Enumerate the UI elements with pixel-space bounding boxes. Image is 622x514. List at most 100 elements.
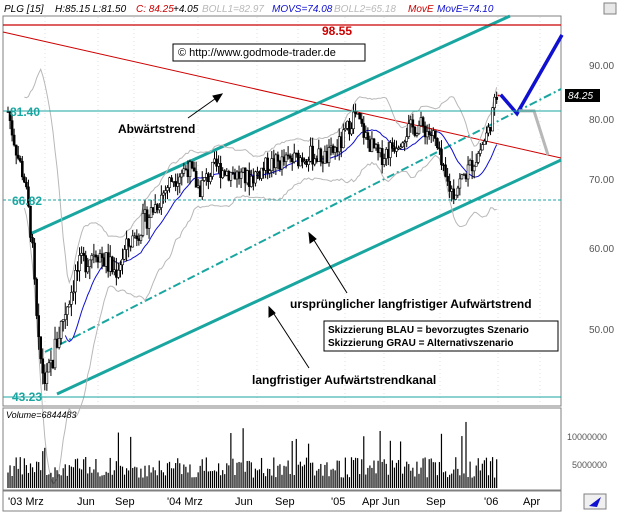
price-tick-80: 80.00 bbox=[589, 115, 614, 126]
candle-body bbox=[403, 141, 406, 144]
candle-body bbox=[200, 180, 204, 198]
candle-body bbox=[241, 167, 245, 173]
candle-body bbox=[348, 120, 351, 135]
candle-body bbox=[362, 123, 366, 138]
candle-body bbox=[370, 138, 374, 152]
window-toggle-icon[interactable] bbox=[603, 2, 617, 15]
candle-body bbox=[294, 152, 298, 155]
candle-body bbox=[333, 147, 337, 153]
candle-body bbox=[80, 252, 83, 256]
candle-body bbox=[448, 180, 451, 192]
candle-body bbox=[29, 205, 32, 238]
candle-body bbox=[380, 148, 384, 165]
candle-body bbox=[299, 157, 302, 167]
scenario-lines bbox=[497, 34, 564, 156]
candle-body bbox=[166, 187, 169, 191]
price-candles bbox=[6, 91, 498, 391]
candle-body bbox=[147, 217, 151, 229]
x-label-sep-05: Sep bbox=[426, 496, 446, 508]
candle-body bbox=[250, 175, 253, 187]
nav-arrow-icon[interactable] bbox=[583, 493, 607, 510]
candle-body bbox=[45, 371, 49, 384]
candle-body bbox=[121, 258, 124, 266]
candle-body bbox=[419, 117, 423, 126]
candle-body bbox=[43, 372, 47, 384]
candle-body bbox=[297, 152, 300, 167]
x-label-05: '05 bbox=[331, 496, 345, 508]
x-label-04-mrz: '04 Mrz bbox=[167, 496, 203, 508]
candle-body bbox=[372, 138, 376, 149]
candle-body bbox=[137, 238, 141, 241]
candle-body bbox=[162, 192, 165, 196]
candle-body bbox=[413, 126, 417, 136]
candle-body bbox=[276, 154, 280, 162]
candle-body bbox=[76, 270, 79, 272]
candle-body bbox=[113, 269, 116, 273]
candle-body bbox=[172, 181, 175, 183]
candle-body bbox=[25, 181, 28, 188]
header-symbol: PLG [15] bbox=[4, 4, 44, 15]
candle-body bbox=[479, 149, 482, 154]
candle-body bbox=[462, 174, 466, 176]
candle-body bbox=[489, 126, 492, 132]
candle-body bbox=[266, 157, 269, 174]
candle-body bbox=[16, 154, 20, 159]
candle-body bbox=[311, 145, 314, 165]
candle-body bbox=[411, 119, 415, 128]
candle-body bbox=[252, 175, 255, 184]
candle-body bbox=[184, 168, 188, 171]
candle-body bbox=[431, 130, 435, 136]
candle-body bbox=[464, 174, 468, 180]
x-label-jun-04: Jun bbox=[235, 496, 253, 508]
candle-body bbox=[61, 319, 65, 322]
candle-body bbox=[245, 170, 249, 184]
candle-body bbox=[21, 160, 24, 178]
candle-body bbox=[63, 314, 67, 320]
bollinger-lower bbox=[23, 154, 497, 486]
candle-body bbox=[315, 158, 319, 162]
candle-body bbox=[360, 118, 364, 124]
scenario-legend-gray: Skizzierung GRAU = Alternativszenario bbox=[328, 338, 514, 349]
candle-body bbox=[151, 207, 155, 213]
x-label-03-mrz: '03 Mrz bbox=[8, 496, 44, 508]
header-change: +4.05 bbox=[173, 4, 199, 15]
channel-lower-line bbox=[56, 158, 562, 396]
candle-body bbox=[272, 158, 276, 169]
level-label-middle: 66.82 bbox=[12, 194, 42, 208]
volume-label: Volume=6844483 bbox=[6, 410, 76, 420]
candle-body bbox=[342, 129, 345, 148]
candle-body bbox=[346, 120, 349, 129]
candle-body bbox=[485, 132, 488, 142]
x-label-sep-03: Sep bbox=[115, 496, 135, 508]
candle-body bbox=[133, 235, 137, 238]
candle-body bbox=[237, 171, 241, 179]
candle-body bbox=[186, 169, 190, 178]
candle-body bbox=[423, 125, 427, 138]
candle-body bbox=[72, 291, 75, 294]
candle-body bbox=[436, 138, 439, 149]
candle-body bbox=[292, 152, 296, 163]
candle-body bbox=[254, 171, 257, 184]
candle-body bbox=[108, 256, 112, 272]
candle-body bbox=[33, 242, 36, 280]
scenario-legend-blue: Skizzierung BLAU = bevorzugtes Szenario bbox=[328, 325, 529, 336]
candle-body bbox=[339, 136, 343, 148]
candle-body bbox=[41, 358, 45, 374]
x-label-jun-03: Jun bbox=[77, 496, 95, 508]
candle-body bbox=[493, 96, 496, 109]
candle-body bbox=[229, 172, 233, 181]
candle-body bbox=[96, 256, 100, 263]
candle-body bbox=[49, 359, 53, 364]
candle-body bbox=[223, 170, 227, 176]
candle-body bbox=[483, 140, 486, 145]
candle-body bbox=[100, 253, 104, 258]
candle-body bbox=[307, 160, 310, 165]
candle-body bbox=[382, 158, 386, 165]
candle-body bbox=[141, 213, 145, 236]
annotation-channel: langfristiger Aufwärtstrendkanal bbox=[252, 373, 436, 387]
candle-body bbox=[174, 181, 177, 187]
candle-body bbox=[68, 304, 71, 308]
candle-body bbox=[160, 194, 163, 208]
